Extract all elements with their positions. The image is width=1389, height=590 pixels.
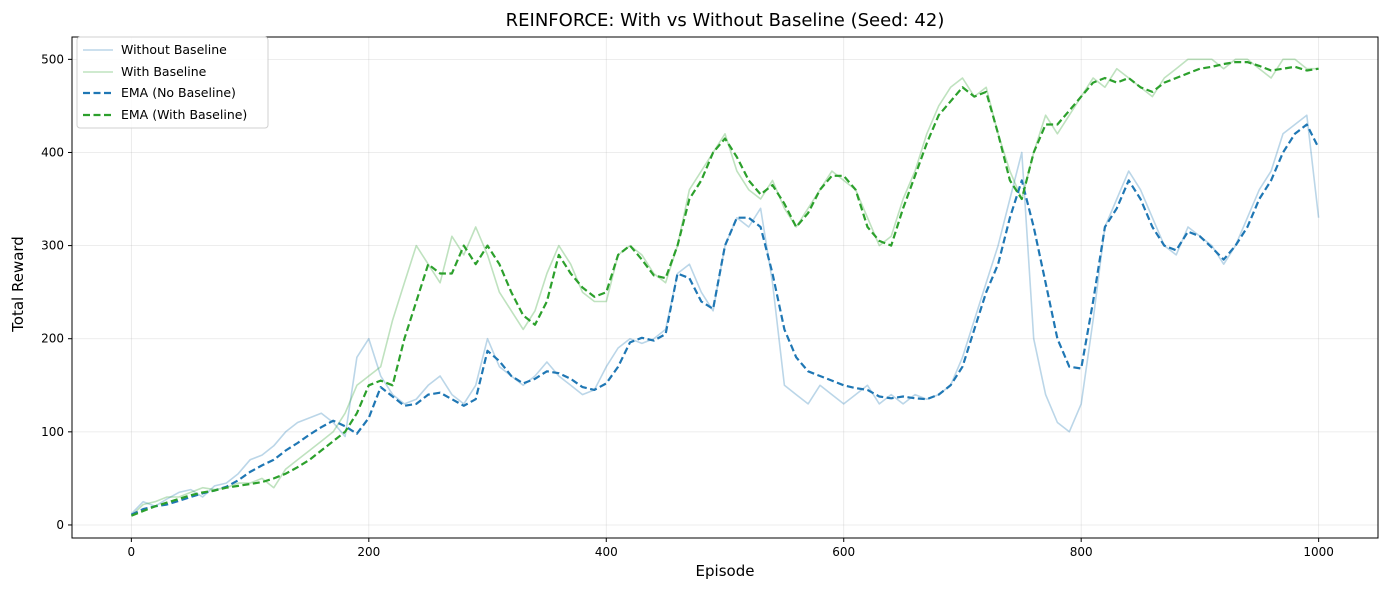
legend: Without Baseline With Baseline EMA (No B… (76, 36, 269, 129)
y-tick-label: 400 (41, 145, 64, 159)
ema-series-layer (130, 61, 1320, 517)
y-tick-label: 100 (41, 425, 64, 439)
x-tick-label: 800 (1070, 545, 1093, 559)
series-line-ema-with-baseline (130, 61, 1319, 517)
legend-box (76, 36, 269, 129)
x-tick-label: 400 (595, 545, 618, 559)
y-tick-label: 200 (41, 332, 64, 346)
axis-ticks: 0 200 400 600 800 1000 0 100 200 300 400 500 (41, 52, 1334, 559)
grid (72, 37, 1378, 538)
x-axis-label: Episode (696, 562, 755, 580)
y-tick-label: 0 (56, 518, 64, 532)
x-tick-label: 0 (128, 545, 136, 559)
legend-label-ema-no-baseline: EMA (No Baseline) (121, 85, 236, 100)
y-axis-label: Total Reward (9, 236, 27, 333)
chart-title: REINFORCE: With vs Without Baseline (See… (506, 10, 945, 31)
plot-frame (71, 36, 1379, 539)
y-tick-label: 500 (41, 52, 64, 66)
series-line-without-baseline (130, 114, 1320, 515)
series-line-ema-no-baseline (130, 123, 1320, 516)
y-tick-label: 300 (41, 239, 64, 253)
x-tick-label: 200 (357, 545, 380, 559)
legend-label-without-baseline: Without Baseline (121, 42, 227, 57)
series-line-with-baseline (130, 58, 1319, 517)
legend-label-ema-with-baseline: EMA (With Baseline) (121, 107, 247, 122)
raw-series-layer (130, 58, 1320, 517)
x-tick-label: 1000 (1303, 545, 1334, 559)
legend-label-with-baseline: With Baseline (121, 64, 207, 79)
x-tick-label: 600 (832, 545, 855, 559)
